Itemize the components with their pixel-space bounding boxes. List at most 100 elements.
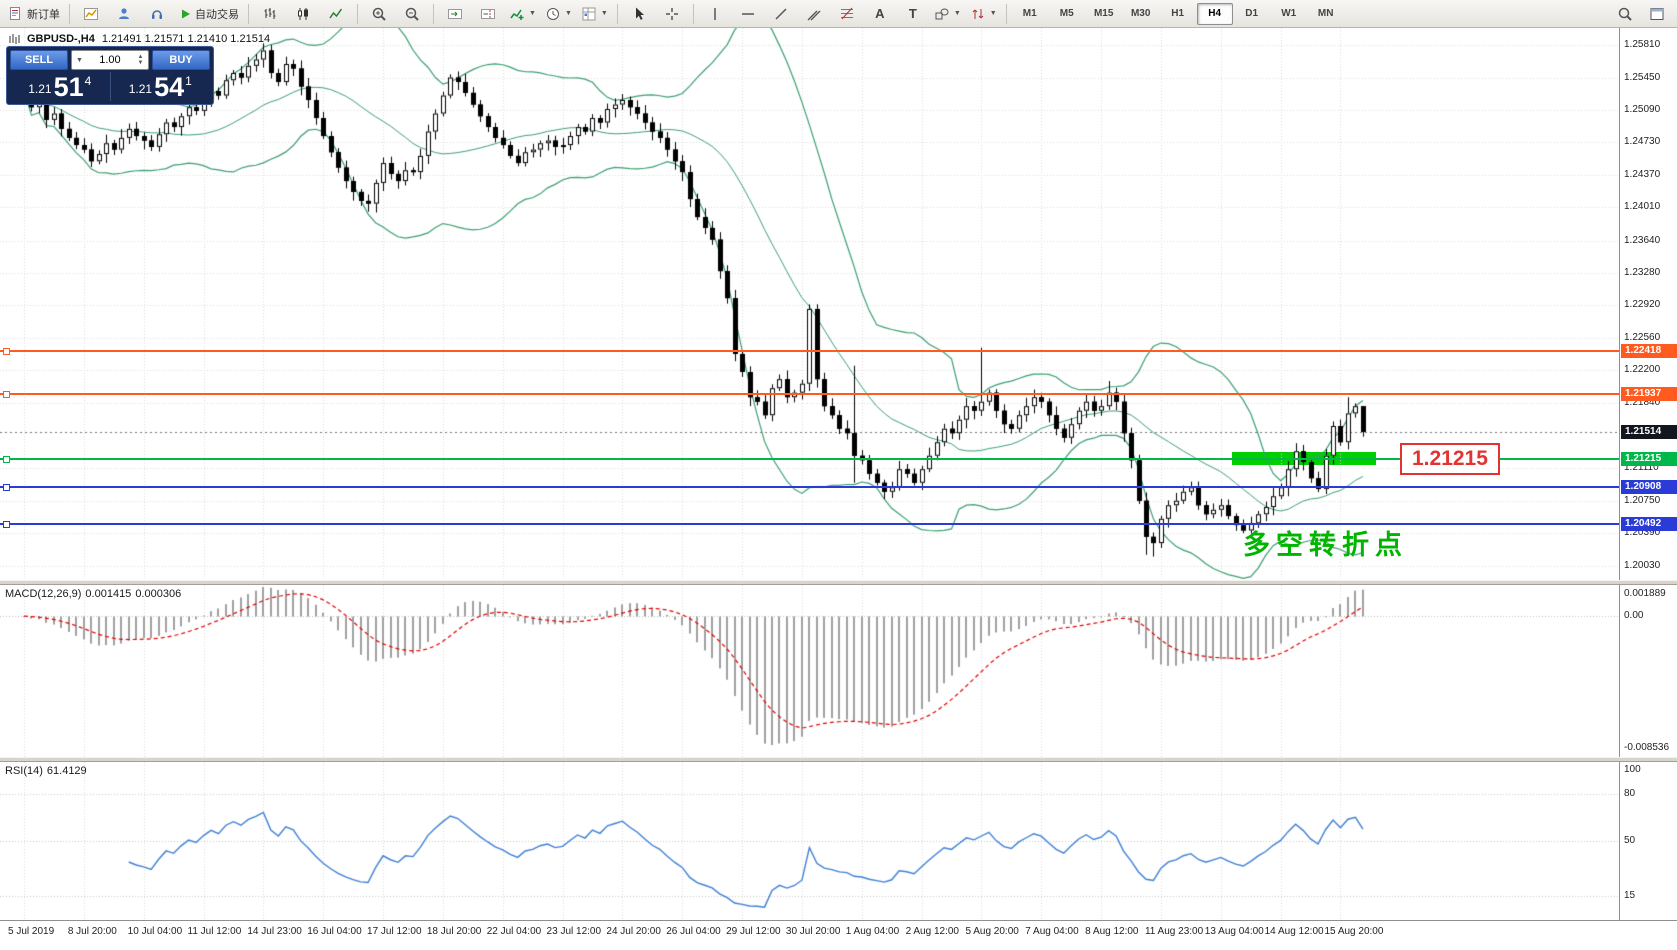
line-chart-button[interactable]: [320, 2, 352, 26]
timeframe-m5-button[interactable]: M5: [1059, 8, 1074, 19]
autotrade-button[interactable]: 自动交易: [174, 2, 243, 26]
time-axis-label: 24 Jul 20:00: [606, 926, 661, 937]
zoom-in-button[interactable]: [363, 2, 395, 26]
indicators-button[interactable]: ▼: [505, 2, 540, 26]
timeframe-m1-button[interactable]: M1: [1022, 8, 1037, 19]
price-tag-1.21937: 1.21937: [1621, 386, 1677, 401]
time-axis[interactable]: 5 Jul 2019 8 Jul 20:00 10 Jul 04:00 11 Jul …: [0, 920, 1677, 950]
macd-label: MACD(12,26,9) 0.001415 0.000306: [5, 588, 182, 600]
cursor-icon: [635, 7, 644, 20]
autotrade-play-icon: [182, 9, 190, 18]
text-icon: A: [875, 6, 885, 21]
macd-axis[interactable]: 0.001889 0.00 -0.008536: [1619, 585, 1677, 757]
horizontal-line-1.22418[interactable]: [0, 347, 1619, 355]
timeframe-h4-button[interactable]: H4: [1196, 2, 1233, 25]
search-button[interactable]: [1609, 2, 1641, 26]
trendline-icon: [775, 7, 787, 20]
chevron-down-icon: ▼: [953, 10, 961, 17]
time-axis-label: 5 Aug 20:00: [965, 926, 1019, 937]
price-axis-label: 1.20390: [1624, 527, 1661, 539]
volume-control: ▼ ▲▼: [71, 50, 149, 70]
separator: [616, 3, 618, 24]
horizontal-line-1.20908[interactable]: [0, 483, 1619, 491]
volume-dropdown-icon[interactable]: ▼: [76, 56, 83, 64]
price-axis-label: 1.23280: [1624, 266, 1661, 278]
horizontal-line-1.21215[interactable]: [0, 455, 1619, 463]
bar-chart-button[interactable]: [254, 2, 286, 26]
panel-splitter[interactable]: [0, 757, 1677, 762]
separator: [357, 3, 358, 24]
templates-button[interactable]: ▼: [577, 2, 612, 26]
accounts-button[interactable]: [108, 2, 140, 26]
candlestick-chart-button[interactable]: [287, 2, 319, 26]
timeframe-m30-button[interactable]: M30: [1130, 8, 1151, 19]
horizontal-line-1.21937[interactable]: [0, 390, 1619, 398]
main-chart-canvas[interactable]: [0, 28, 1619, 580]
auto-scroll-button[interactable]: [439, 2, 471, 26]
price-callout[interactable]: 1.21215: [1400, 442, 1500, 475]
window-button[interactable]: [1641, 2, 1673, 26]
new-order-button[interactable]: 新订单: [4, 2, 64, 26]
volume-up-icon[interactable]: ▲: [137, 54, 144, 60]
time-axis-label: 1 Aug 04:00: [845, 926, 900, 937]
timeframe-h1-button[interactable]: H1: [1171, 8, 1185, 19]
zoom-out-icon: [405, 7, 419, 21]
chart-shift-button[interactable]: [472, 2, 504, 26]
price-axis[interactable]: 1.25810 1.25450 1.25090 1.24730 1.24370 1.240…: [1619, 28, 1677, 580]
market-button[interactable]: [141, 2, 173, 26]
rsi-axis[interactable]: 100 80 50 15: [1619, 762, 1677, 920]
symbol-name: GBPUSD-,H4: [27, 33, 95, 45]
horizontal-line-button[interactable]: [732, 2, 764, 26]
rsi-axis-label: 50: [1624, 835, 1636, 846]
time-axis-label: 8 Aug 12:00: [1085, 926, 1139, 937]
timeframe-mn-button[interactable]: MN: [1317, 8, 1334, 19]
horizontal-line-icon: [741, 12, 754, 15]
time-axis-label: 26 Jul 04:00: [666, 926, 721, 937]
macd-canvas[interactable]: [0, 585, 1619, 757]
fibonacci-button[interactable]: [831, 2, 863, 26]
accounts-icon: [119, 7, 129, 19]
timeframe-m15-button[interactable]: M15: [1093, 8, 1114, 19]
symbol-info: GBPUSD-,H4 1.21491 1.21571 1.21410 1.215…: [8, 33, 270, 45]
chart-shift-icon: [481, 8, 495, 19]
new-chart-button[interactable]: [75, 2, 107, 26]
time-axis-label: 2 Aug 12:00: [905, 926, 959, 937]
horizontal-line-1.20492[interactable]: [0, 520, 1619, 528]
zoom-in-icon: [372, 7, 386, 21]
sell-button[interactable]: SELL: [10, 50, 68, 70]
rsi-label: RSI(14) 61.4129: [5, 765, 87, 777]
vertical-line-button[interactable]: [699, 2, 731, 26]
zoom-out-button[interactable]: [396, 2, 428, 26]
auto-scroll-icon: [448, 8, 462, 19]
buy-button[interactable]: BUY: [152, 50, 210, 70]
rsi-canvas[interactable]: [0, 762, 1619, 920]
channel-icon: [807, 10, 821, 20]
price-axis-label: 1.24730: [1624, 136, 1661, 148]
shapes-button[interactable]: ▼: [930, 2, 965, 26]
panel-splitter[interactable]: [0, 580, 1677, 585]
time-axis-label: 22 Jul 04:00: [486, 926, 542, 937]
label-button[interactable]: T: [897, 2, 929, 26]
indicators-icon: [510, 9, 524, 20]
new-order-icon: [10, 6, 20, 20]
arrows-button[interactable]: ▼: [966, 2, 1001, 26]
turning-point-note[interactable]: 多空转折点: [1243, 530, 1408, 561]
channel-button[interactable]: [798, 2, 830, 26]
macd-axis-max: 0.001889: [1624, 588, 1666, 599]
volume-input[interactable]: [84, 53, 135, 67]
price-tag-1.20908: 1.20908: [1621, 479, 1677, 494]
line-handle: [3, 483, 10, 491]
cursor-button[interactable]: [623, 2, 655, 26]
line-handle: [3, 455, 10, 463]
crosshair-button[interactable]: [656, 2, 688, 26]
timeframe-d1-button[interactable]: D1: [1245, 8, 1259, 19]
text-button[interactable]: A: [864, 2, 896, 26]
market-icon: [152, 9, 162, 19]
time-axis-label: 11 Aug 23:00: [1144, 926, 1204, 937]
vertical-line-icon: [714, 7, 716, 20]
volume-down-icon[interactable]: ▼: [137, 60, 144, 66]
trendline-button[interactable]: [765, 2, 797, 26]
timeframe-w1-button[interactable]: W1: [1281, 8, 1297, 19]
periods-button[interactable]: ▼: [541, 2, 576, 26]
one-click-trading-panel: SELL ▼ ▲▼ BUY 1.21 51 4 1.21 54 1: [6, 46, 214, 105]
